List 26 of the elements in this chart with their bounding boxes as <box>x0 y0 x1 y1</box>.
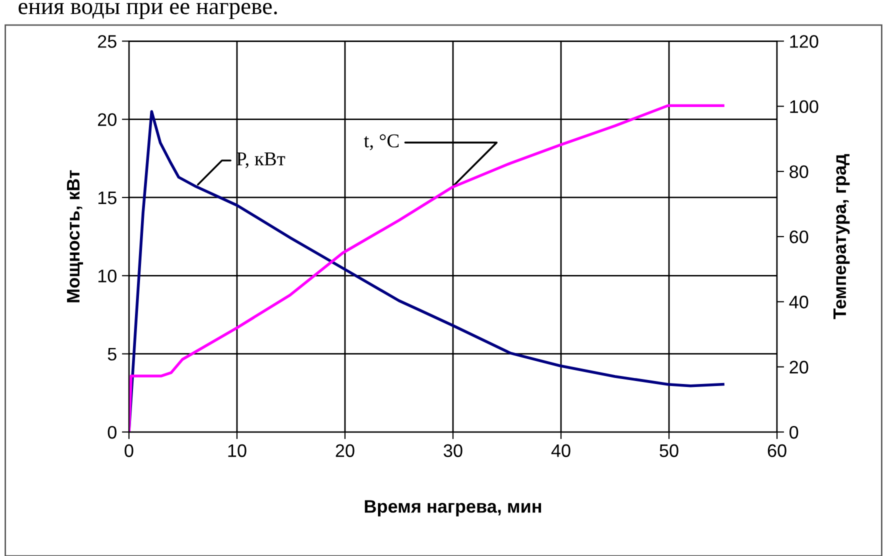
y-tick-label: 20 <box>98 113 116 126</box>
y2-tick-label: 20 <box>790 360 808 374</box>
annotation: t, °C <box>364 134 399 150</box>
x-axis-title: Время нагрева, мин <box>364 500 542 516</box>
y2-tick-label: 0 <box>790 426 798 439</box>
y-tick-label: 10 <box>98 270 116 282</box>
x-tick-label: 10 <box>228 444 246 458</box>
y-tick-label: 0 <box>108 426 116 439</box>
x-tick-label: 60 <box>768 444 786 458</box>
text: ения воды при ее нагреве. <box>18 2 277 20</box>
x-tick-label: 30 <box>444 444 462 458</box>
y2-axis-title: Температура, град <box>833 154 850 320</box>
y-tick-label: 25 <box>98 35 116 48</box>
y-axis-title: Мощность, кВт <box>67 170 84 302</box>
x-tick-label: 0 <box>124 444 134 458</box>
y2-tick-label: 80 <box>790 165 808 178</box>
y2-tick-label: 100 <box>790 100 818 114</box>
x-tick-label: 50 <box>660 444 678 458</box>
y2-tick-label: 40 <box>789 296 808 308</box>
annotation: P, кВт <box>236 152 286 168</box>
y-tick-label: 15 <box>98 192 116 204</box>
y2-tick-label: 60 <box>790 230 808 244</box>
x-tick-label: 40 <box>551 444 570 458</box>
y2-tick-label: 120 <box>790 35 818 48</box>
x-tick-label: 20 <box>336 444 354 458</box>
y-tick-label: 5 <box>108 348 116 361</box>
